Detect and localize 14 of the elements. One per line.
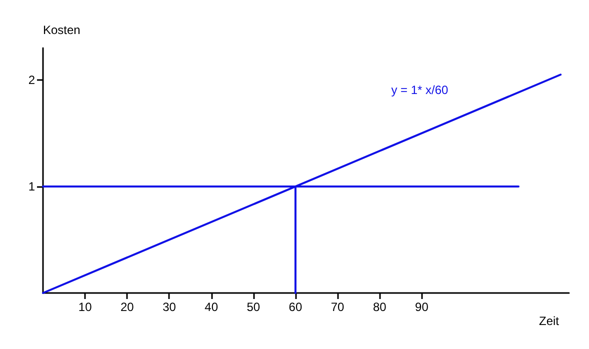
x-tick-label: 30 [162, 300, 176, 314]
x-axis-title: Zeit [539, 314, 560, 328]
x-tick-label: 90 [415, 300, 429, 314]
y-tick-label: 1 [28, 179, 36, 194]
x-tick-label: 60 [288, 300, 302, 314]
y-axis-title: Kosten [43, 23, 80, 37]
x-tick-label: 80 [372, 300, 387, 314]
x-tick-label: 50 [246, 300, 260, 314]
series-label: y = 1* x/60 [391, 83, 449, 98]
x-tick-label: 10 [78, 300, 92, 314]
x-tick-label: 40 [204, 300, 218, 314]
x-tick-label: 20 [120, 300, 134, 314]
x-tick-label: 70 [330, 300, 345, 314]
y-tick-label: 2 [28, 72, 36, 87]
